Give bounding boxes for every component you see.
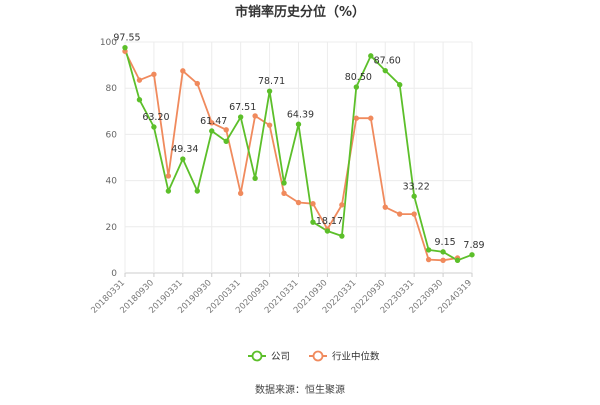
data-point (382, 204, 388, 210)
data-point (122, 44, 128, 51)
data-point (237, 114, 244, 120)
data-point (368, 115, 374, 121)
data-point (397, 211, 403, 217)
data-point (469, 252, 475, 258)
data-label: 9.15 (435, 237, 456, 248)
legend[interactable]: 公司 行业中位数 (248, 351, 380, 363)
data-point (310, 219, 316, 225)
data-point (151, 71, 157, 78)
data-point (339, 202, 345, 208)
y-tick-label: 0 (111, 269, 117, 279)
data-point (252, 113, 258, 119)
data-point (310, 201, 316, 207)
data-point (324, 228, 331, 234)
data-point (165, 173, 172, 179)
legend-item-1[interactable]: 行业中位数 (309, 351, 380, 363)
y-tick-label: 20 (106, 223, 118, 233)
data-point (353, 115, 360, 121)
legend-swatch-marker (251, 350, 263, 362)
y-tick-label: 80 (106, 84, 118, 94)
data-point (209, 128, 215, 134)
data-point (194, 80, 200, 87)
data-point (295, 121, 302, 127)
data-label: 87.60 (374, 56, 401, 67)
data-point (194, 188, 200, 194)
data-source: 数据来源：恒生聚源 (255, 383, 345, 396)
data-point (397, 82, 403, 88)
data-point (252, 175, 258, 181)
data-label: 78.71 (258, 76, 285, 87)
data-label: 18.17 (316, 216, 343, 227)
data-point (382, 67, 388, 74)
data-point (281, 180, 287, 186)
data-point (425, 247, 432, 253)
data-label: 33.22 (403, 181, 430, 192)
y-tick-label: 40 (106, 177, 118, 187)
data-point (411, 193, 417, 199)
data-point (223, 138, 229, 145)
y-tick-label: 100 (100, 38, 117, 48)
data-point (180, 68, 186, 74)
data-label: 49.34 (171, 144, 198, 155)
legend-label: 公司 (271, 352, 290, 363)
legend-label: 行业中位数 (332, 351, 380, 363)
data-point (237, 190, 244, 197)
data-point (209, 120, 215, 126)
data-point (151, 124, 157, 130)
legend-swatch-marker (312, 350, 324, 362)
data-point (295, 199, 302, 206)
data-label: 7.89 (463, 240, 484, 251)
data-label: 97.55 (113, 33, 140, 44)
data-point (353, 84, 360, 90)
data-point (454, 257, 461, 263)
data-label: 63.20 (142, 112, 169, 123)
data-point (339, 233, 345, 239)
data-point (266, 88, 273, 94)
legend-item-0[interactable]: 公司 (248, 350, 290, 363)
data-label: 80.50 (345, 72, 372, 83)
data-point (440, 249, 446, 255)
data-label: 67.51 (229, 102, 256, 113)
data-point (266, 122, 273, 128)
data-point (281, 190, 287, 197)
data-point (440, 257, 446, 263)
data-point (223, 127, 229, 133)
x-axis: 2018033120180930201903312019093020200331… (89, 273, 474, 316)
y-axis: 0 20 40 60 80 100 (100, 38, 117, 279)
data-point (136, 77, 143, 83)
data-point (136, 97, 143, 103)
data-label: 64.39 (287, 109, 314, 120)
chart-title: 市销率历史分位（%） (235, 4, 365, 20)
data-point (368, 53, 374, 59)
grid (124, 41, 473, 274)
y-tick-label: 60 (106, 130, 118, 140)
data-point (165, 188, 172, 194)
series-points (122, 44, 475, 263)
data-point (180, 156, 186, 162)
data-label: 61.47 (200, 116, 227, 127)
data-point (425, 256, 432, 263)
data-point (411, 211, 417, 217)
